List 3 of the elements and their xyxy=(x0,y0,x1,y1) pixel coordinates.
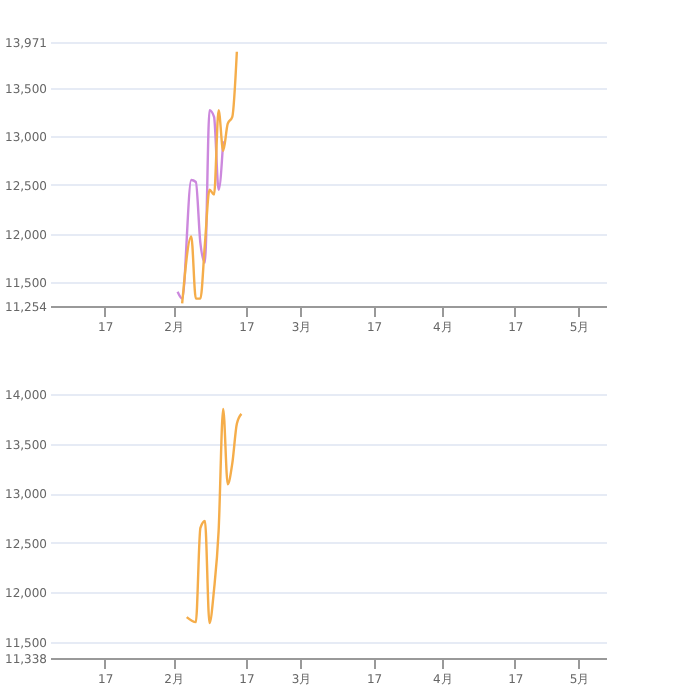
line-series xyxy=(180,50,239,305)
line-series xyxy=(185,407,243,625)
line-series xyxy=(176,108,225,300)
